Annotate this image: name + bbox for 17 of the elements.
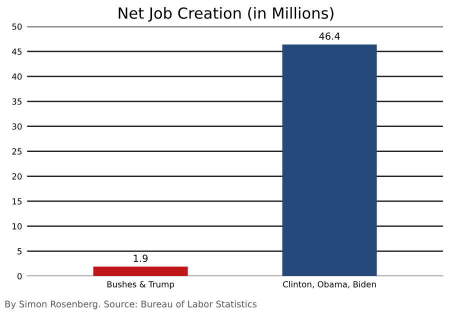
- y-tick-label: 45: [12, 48, 22, 55]
- data-label: 1.9: [134, 254, 148, 262]
- y-tick-label: 20: [12, 173, 22, 180]
- x-tick-label: Bushes & Trump: [107, 280, 174, 290]
- y-tick-label: 0: [18, 273, 22, 280]
- y-tick-label: 35: [12, 98, 22, 105]
- y-tick-label: 15: [12, 198, 22, 205]
- y-tick-label: 25: [12, 148, 22, 155]
- y-tick-label: 10: [12, 223, 22, 230]
- y-tick-label: 5: [18, 248, 22, 254]
- chart-title: Net Job Creation (in Millions): [118, 7, 334, 22]
- x-tick-label: Clinton, Obama, Biden: [283, 280, 376, 288]
- text: By Simon Rosenberg. Source: Bureau of Labor Statistics: [5, 300, 257, 310]
- y-tick-label: 30: [12, 123, 22, 130]
- y-tick-label: 40: [12, 73, 22, 80]
- data-label: 46.4: [319, 32, 340, 40]
- y-tick-label: 50: [12, 24, 22, 30]
